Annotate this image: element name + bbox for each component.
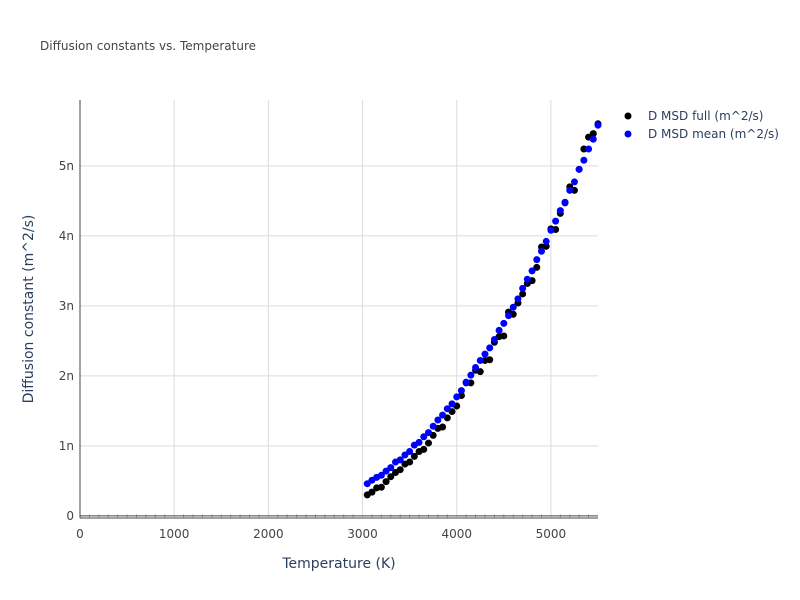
data-point-mean [547, 226, 555, 234]
chart-title: Diffusion constants vs. Temperature [40, 39, 256, 53]
x-tick-label: 3000 [347, 527, 378, 541]
data-point-mean [415, 438, 423, 446]
legend-marker-mean [624, 130, 632, 138]
data-point-mean [585, 145, 593, 153]
data-point-mean [387, 464, 395, 472]
data-point-full [476, 368, 484, 376]
data-point-mean [537, 247, 545, 255]
data-point-mean [443, 405, 451, 413]
legend[interactable]: D MSD full (m^2/s) D MSD mean (m^2/s) [624, 109, 779, 141]
data-point-mean [566, 186, 574, 194]
data-point-full [406, 458, 414, 466]
data-point-full [396, 466, 404, 474]
data-point-mean [377, 471, 385, 479]
x-tick-label: 2000 [253, 527, 284, 541]
y-tick-label: 4n [59, 229, 74, 243]
legend-marker-full [624, 112, 632, 120]
data-point-mean [561, 198, 569, 206]
data-point-mean [429, 422, 437, 430]
data-point-full [519, 290, 527, 298]
data-point-mean [580, 156, 588, 164]
y-axis-title: Diffusion constant (m^2/s) [21, 215, 37, 404]
data-point-full [420, 445, 428, 453]
data-point-mean [467, 371, 475, 379]
data-point-mean [528, 267, 536, 275]
x-tick-label: 1000 [159, 527, 190, 541]
data-point-full [424, 439, 432, 447]
data-point-mean [523, 275, 531, 283]
data-point-mean [519, 284, 527, 292]
data-point-mean [575, 165, 583, 173]
data-point-mean [439, 411, 447, 419]
data-point-mean [490, 335, 498, 343]
data-point-full [387, 473, 395, 481]
data-point-full [439, 423, 447, 431]
tick-labels: 0 1000 2000 3000 4000 5000 0 1n 2n 3n 4n 5n [59, 159, 566, 541]
data-point-mean [594, 121, 602, 129]
data-point-mean [424, 429, 432, 437]
data-point-full [500, 332, 508, 340]
data-point-mean [509, 303, 517, 311]
legend-item-full[interactable]: D MSD full (m^2/s) [624, 109, 764, 123]
data-point-mean [570, 178, 578, 186]
data-points [363, 120, 602, 499]
y-tick-label: 2n [59, 369, 74, 383]
data-point-mean [457, 387, 465, 395]
data-point-mean [486, 344, 494, 352]
data-point-full [589, 130, 597, 138]
data-point-mean [472, 363, 480, 371]
data-point-full [542, 242, 550, 250]
data-point-mean [476, 356, 484, 364]
data-point-mean [533, 256, 541, 264]
y-tick-label: 0 [66, 509, 74, 523]
gridlines [79, 100, 598, 519]
data-point-mean [448, 400, 456, 408]
x-axis-title: Temperature (K) [281, 556, 395, 572]
data-point-mean [542, 237, 550, 245]
x-tick-label: 4000 [441, 527, 472, 541]
data-point-mean [462, 378, 470, 386]
data-point-full [486, 356, 494, 364]
data-point-full [410, 452, 418, 460]
data-point-mean [500, 319, 508, 327]
data-point-mean [406, 447, 414, 455]
data-point-mean [481, 350, 489, 358]
data-point-mean [514, 295, 522, 303]
data-point-mean [505, 312, 513, 320]
data-point-mean [589, 135, 597, 143]
y-tick-label: 5n [59, 159, 74, 173]
data-point-mean [453, 393, 461, 401]
data-point-mean [556, 207, 564, 215]
legend-label-full: D MSD full (m^2/s) [648, 109, 763, 123]
x-tick-label: 5000 [536, 527, 567, 541]
data-point-full [377, 483, 385, 491]
data-point-mean [396, 456, 404, 464]
legend-item-mean[interactable]: D MSD mean (m^2/s) [624, 127, 779, 141]
data-point-mean [495, 326, 503, 334]
data-point-full [382, 478, 390, 486]
y-tick-label: 3n [59, 299, 74, 313]
legend-label-mean: D MSD mean (m^2/s) [648, 127, 779, 141]
data-point-full [368, 488, 376, 496]
data-point-mean [434, 416, 442, 424]
data-point-mean [420, 433, 428, 441]
y-tick-label: 1n [59, 439, 74, 453]
x-tick-label: 0 [76, 527, 84, 541]
data-point-mean [552, 217, 560, 225]
